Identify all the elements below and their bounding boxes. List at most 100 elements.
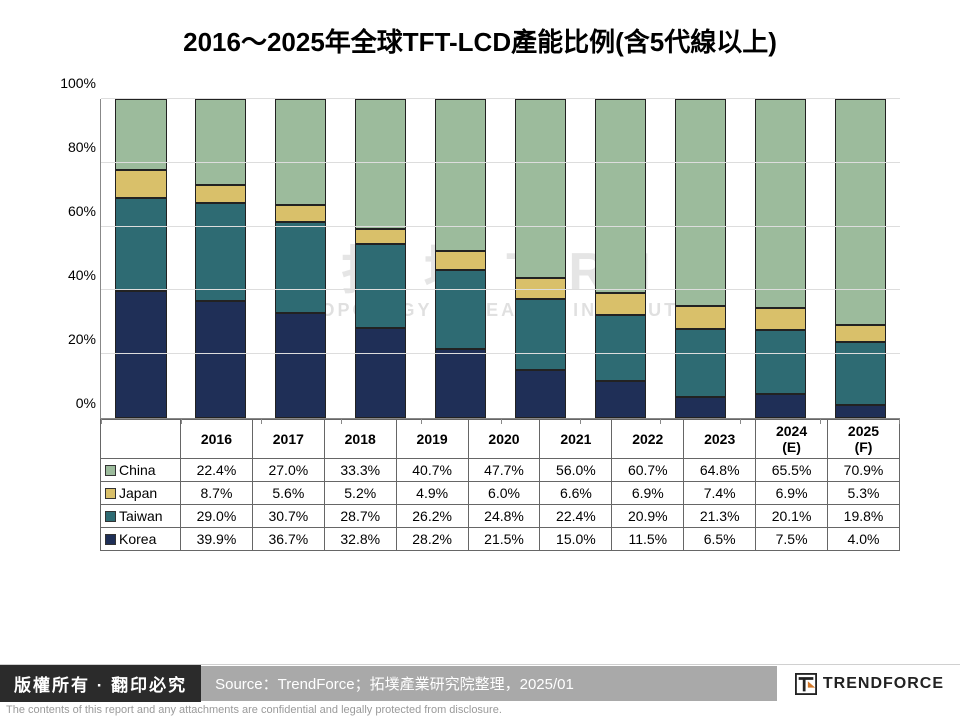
bar-segment-taiwan (275, 222, 326, 314)
bar-segment-japan (675, 306, 726, 330)
column-header: 2025 (F) (828, 420, 900, 459)
data-cell: 22.4% (181, 459, 253, 482)
bar-segment-china (515, 99, 566, 278)
bar-segment-japan (115, 170, 166, 198)
stacked-bar (675, 99, 726, 418)
data-cell: 29.0% (181, 505, 253, 528)
bar-segment-japan (755, 308, 806, 330)
data-cell: 21.3% (684, 505, 756, 528)
legend-swatch-china (105, 465, 116, 476)
bar-segment-china (595, 99, 646, 293)
x-tick-mark (181, 418, 182, 424)
data-cell: 22.4% (540, 505, 612, 528)
data-cell: 28.7% (324, 505, 396, 528)
bar-segment-korea (515, 370, 566, 418)
bar-segment-china (275, 99, 326, 205)
plot-area (100, 99, 900, 419)
bar-segment-taiwan (435, 270, 486, 349)
bar-segment-china (835, 99, 886, 325)
data-cell: 64.8% (684, 459, 756, 482)
data-cell: 39.9% (181, 528, 253, 551)
column-header: 2024 (E) (756, 420, 828, 459)
bar-segment-taiwan (595, 315, 646, 382)
bar-segment-taiwan (755, 330, 806, 394)
stacked-bar (755, 99, 806, 418)
data-cell: 5.2% (324, 482, 396, 505)
data-cell: 5.3% (828, 482, 900, 505)
stacked-bar (515, 99, 566, 418)
bar-segment-taiwan (515, 299, 566, 370)
y-tick-label: 100% (40, 75, 96, 91)
y-tick-label: 0% (40, 395, 96, 411)
legend-swatch-japan (105, 488, 116, 499)
column-header: 2021 (540, 420, 612, 459)
y-axis: 0%20%40%60%80%100% (40, 99, 96, 419)
data-table: 201620172018201920202021202220232024 (E)… (100, 419, 900, 551)
x-tick-mark (660, 418, 661, 424)
bar-segment-japan (275, 205, 326, 222)
bar-segment-korea (595, 381, 646, 418)
data-cell: 65.5% (756, 459, 828, 482)
table-row: Japan8.7%5.6%5.2%4.9%6.0%6.6%6.9%7.4%6.9… (101, 482, 900, 505)
chart-title: 2016～2025年全球TFT-LCD產能比例(含5代線以上) (0, 0, 960, 69)
bar-segment-china (355, 99, 406, 229)
data-cell: 27.0% (252, 459, 324, 482)
data-cell: 26.2% (396, 505, 468, 528)
data-cell: 6.9% (756, 482, 828, 505)
data-cell: 4.0% (828, 528, 900, 551)
data-cell: 56.0% (540, 459, 612, 482)
gridline (101, 98, 900, 99)
series-name: Korea (119, 531, 156, 547)
y-tick-label: 80% (40, 139, 96, 155)
bar-segment-taiwan (835, 342, 886, 405)
bar-segment-japan (435, 251, 486, 270)
x-tick-mark (341, 418, 342, 424)
bar-segment-korea (275, 313, 326, 418)
table-row: China22.4%27.0%33.3%40.7%47.7%56.0%60.7%… (101, 459, 900, 482)
table-header-row: 201620172018201920202021202220232024 (E)… (101, 420, 900, 459)
bar-segment-korea (355, 328, 406, 418)
bar-segment-taiwan (355, 244, 406, 328)
data-cell: 30.7% (252, 505, 324, 528)
bar-segment-taiwan (195, 203, 246, 301)
bar-segment-china (195, 99, 246, 185)
chart-area: 拓 墣 T R I TOPOLOGY RESEARCH INSTITUTE 0%… (100, 99, 900, 419)
row-header-korea: Korea (101, 528, 181, 551)
data-cell: 8.7% (181, 482, 253, 505)
stacked-bar (435, 99, 486, 418)
x-tick-mark (580, 418, 581, 424)
data-cell: 5.6% (252, 482, 324, 505)
gridline (101, 289, 900, 290)
bar-segment-korea (675, 397, 726, 418)
legend-swatch-taiwan (105, 511, 116, 522)
stacked-bar (595, 99, 646, 418)
brand: TRENDFORCE (777, 673, 960, 695)
brand-name: TRENDFORCE (823, 675, 944, 693)
bar-slot (501, 99, 581, 418)
data-cell: 6.5% (684, 528, 756, 551)
x-tick-mark (820, 418, 821, 424)
bar-segment-japan (835, 325, 886, 342)
column-header: 2016 (181, 420, 253, 459)
bar-segment-china (755, 99, 806, 308)
x-tick-mark (101, 418, 102, 424)
bar-segment-korea (435, 349, 486, 418)
row-header-china: China (101, 459, 181, 482)
y-tick-label: 20% (40, 331, 96, 347)
data-cell: 40.7% (396, 459, 468, 482)
data-cell: 6.6% (540, 482, 612, 505)
stacked-bar (115, 99, 166, 418)
bar-slot (421, 99, 501, 418)
column-header: 2022 (612, 420, 684, 459)
bar-segment-korea (115, 291, 166, 418)
data-cell: 32.8% (324, 528, 396, 551)
x-tick-mark (899, 418, 900, 424)
data-cell: 20.9% (612, 505, 684, 528)
bar-segment-japan (595, 293, 646, 315)
x-tick-mark (501, 418, 502, 424)
data-cell: 7.5% (756, 528, 828, 551)
y-tick-label: 60% (40, 203, 96, 219)
series-name: Taiwan (119, 508, 163, 524)
column-header: 2019 (396, 420, 468, 459)
x-tick-mark (421, 418, 422, 424)
